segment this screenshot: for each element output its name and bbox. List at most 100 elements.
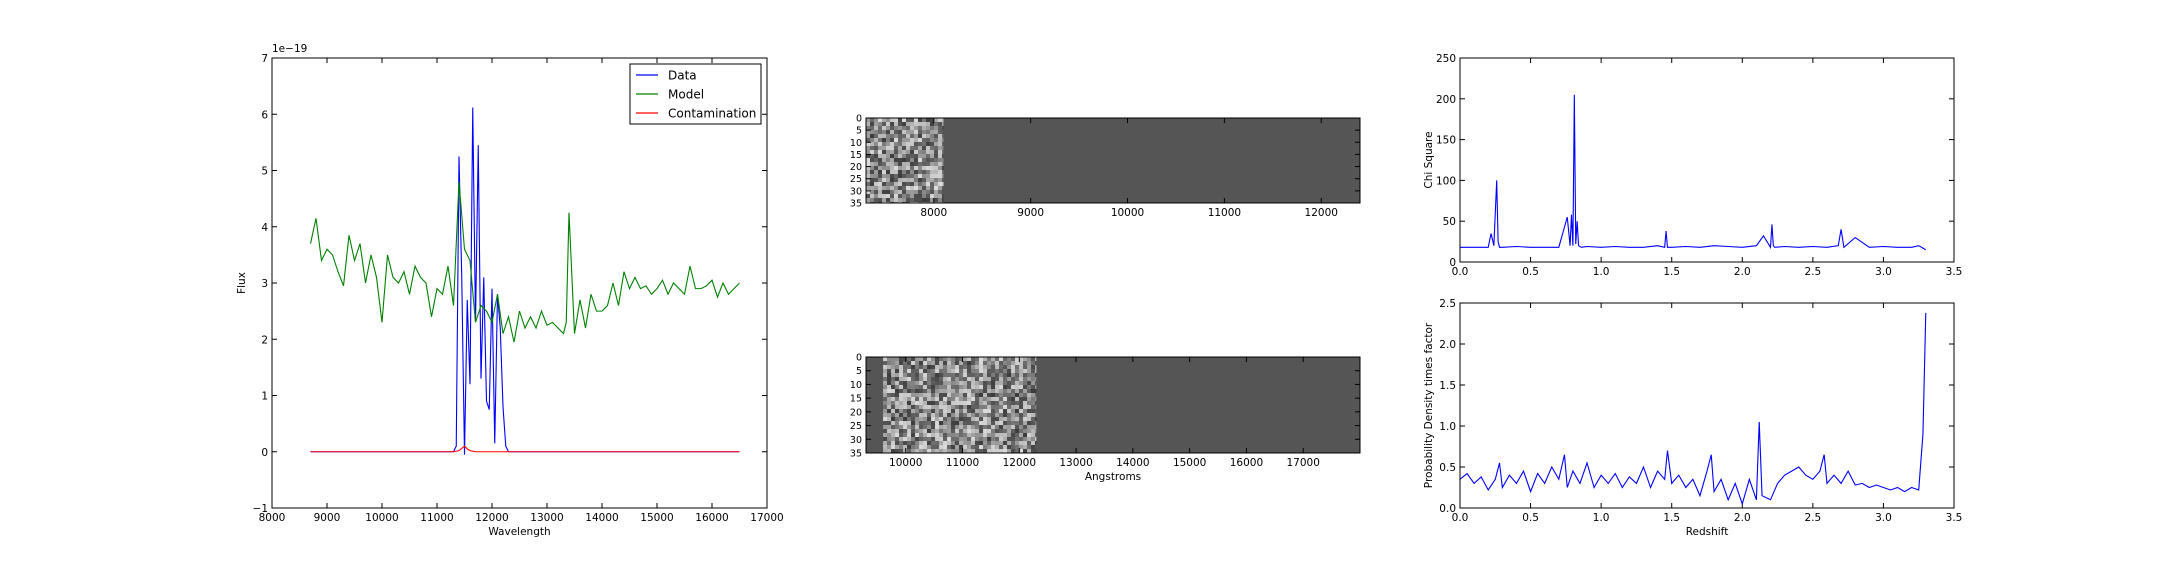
noise-cell <box>907 437 912 441</box>
noise-cell <box>931 425 936 429</box>
noise-cell <box>895 437 900 441</box>
noise-cell <box>1031 365 1036 369</box>
noise-cell <box>891 405 896 409</box>
noise-cell <box>923 357 928 361</box>
noise-cell <box>999 401 1004 405</box>
chi-square-y-axis-label: Chi Square <box>1423 131 1435 188</box>
noise-cell <box>895 393 900 397</box>
y-tick-label: 25 <box>850 174 862 185</box>
noise-cell <box>890 190 894 194</box>
noise-cell <box>870 166 874 170</box>
noise-cell <box>923 413 928 417</box>
noise-cell <box>883 385 888 389</box>
noise-cell <box>979 361 984 365</box>
noise-cell <box>995 425 1000 429</box>
flux-offset-text: 1e−19 <box>272 43 307 55</box>
noise-cell <box>1035 401 1037 405</box>
noise-cell <box>1003 449 1008 453</box>
noise-cell <box>934 158 938 162</box>
noise-cell <box>895 381 900 385</box>
noise-cell <box>939 357 944 361</box>
noise-cell <box>895 377 900 381</box>
noise-cell <box>991 397 996 401</box>
noise-cell <box>979 405 984 409</box>
noise-cell <box>935 433 940 437</box>
noise-cell <box>910 134 914 138</box>
noise-cell <box>943 449 948 453</box>
noise-cell <box>1019 397 1024 401</box>
y-tick-label: 50 <box>1443 216 1456 228</box>
noise-cell <box>995 389 1000 393</box>
noise-cell <box>926 170 930 174</box>
noise-cell <box>927 429 932 433</box>
noise-cell <box>999 421 1004 425</box>
heatmap-background-0 <box>866 118 1360 203</box>
noise-cell <box>1019 401 1024 405</box>
noise-cell <box>934 122 938 126</box>
noise-cell <box>959 409 964 413</box>
noise-cell <box>943 397 948 401</box>
noise-cell <box>898 166 902 170</box>
noise-cell <box>942 186 944 190</box>
noise-cell <box>903 417 908 421</box>
noise-cell <box>987 449 992 453</box>
noise-cell <box>894 198 898 202</box>
noise-cell <box>923 421 928 425</box>
y-tick-label: 10 <box>850 380 862 391</box>
noise-cell <box>1007 429 1012 433</box>
noise-cell <box>882 174 886 178</box>
noise-cell <box>979 413 984 417</box>
noise-cell <box>890 198 894 202</box>
x-tick-label: 10000 <box>889 457 922 469</box>
noise-cell <box>947 369 952 373</box>
noise-cell <box>926 122 930 126</box>
noise-cell <box>935 381 940 385</box>
noise-cell <box>903 397 908 401</box>
noise-cell <box>963 405 968 409</box>
y-tick-label: 15 <box>850 394 862 405</box>
noise-cell <box>975 433 980 437</box>
noise-cell <box>947 385 952 389</box>
noise-cell <box>918 142 922 146</box>
noise-cell <box>987 425 992 429</box>
noise-cell <box>999 441 1004 445</box>
noise-cell <box>902 130 906 134</box>
noise-cell <box>1031 409 1036 413</box>
noise-cell <box>983 413 988 417</box>
noise-cell <box>886 122 890 126</box>
noise-cell <box>939 365 944 369</box>
noise-cell <box>882 142 886 146</box>
noise-cell <box>1019 365 1024 369</box>
y-tick-label: 0 <box>856 353 862 364</box>
noise-cell <box>1015 445 1020 449</box>
y-tick-label: 7 <box>261 53 268 65</box>
noise-cell <box>894 142 898 146</box>
noise-cell <box>874 162 878 166</box>
noise-cell <box>1007 437 1012 441</box>
noise-cell <box>891 385 896 389</box>
noise-cell <box>942 150 944 154</box>
noise-cell <box>947 357 952 361</box>
noise-cell <box>1015 401 1020 405</box>
noise-cell <box>918 178 922 182</box>
noise-cell <box>886 186 890 190</box>
noise-cell <box>927 405 932 409</box>
noise-cell <box>890 166 894 170</box>
noise-cell <box>983 425 988 429</box>
noise-cell <box>906 186 910 190</box>
noise-cell <box>991 377 996 381</box>
noise-cell <box>1011 441 1016 445</box>
x-tick-label: 11000 <box>1208 207 1241 219</box>
noise-cell <box>914 142 918 146</box>
noise-cell <box>1031 417 1036 421</box>
noise-cell <box>967 449 972 453</box>
noise-cell <box>947 377 952 381</box>
noise-cell <box>959 393 964 397</box>
noise-cell <box>890 138 894 142</box>
noise-cell <box>899 389 904 393</box>
noise-cell <box>934 190 938 194</box>
noise-cell <box>991 405 996 409</box>
series-line-data <box>310 107 740 455</box>
noise-cell <box>895 369 900 373</box>
noise-cell <box>895 445 900 449</box>
